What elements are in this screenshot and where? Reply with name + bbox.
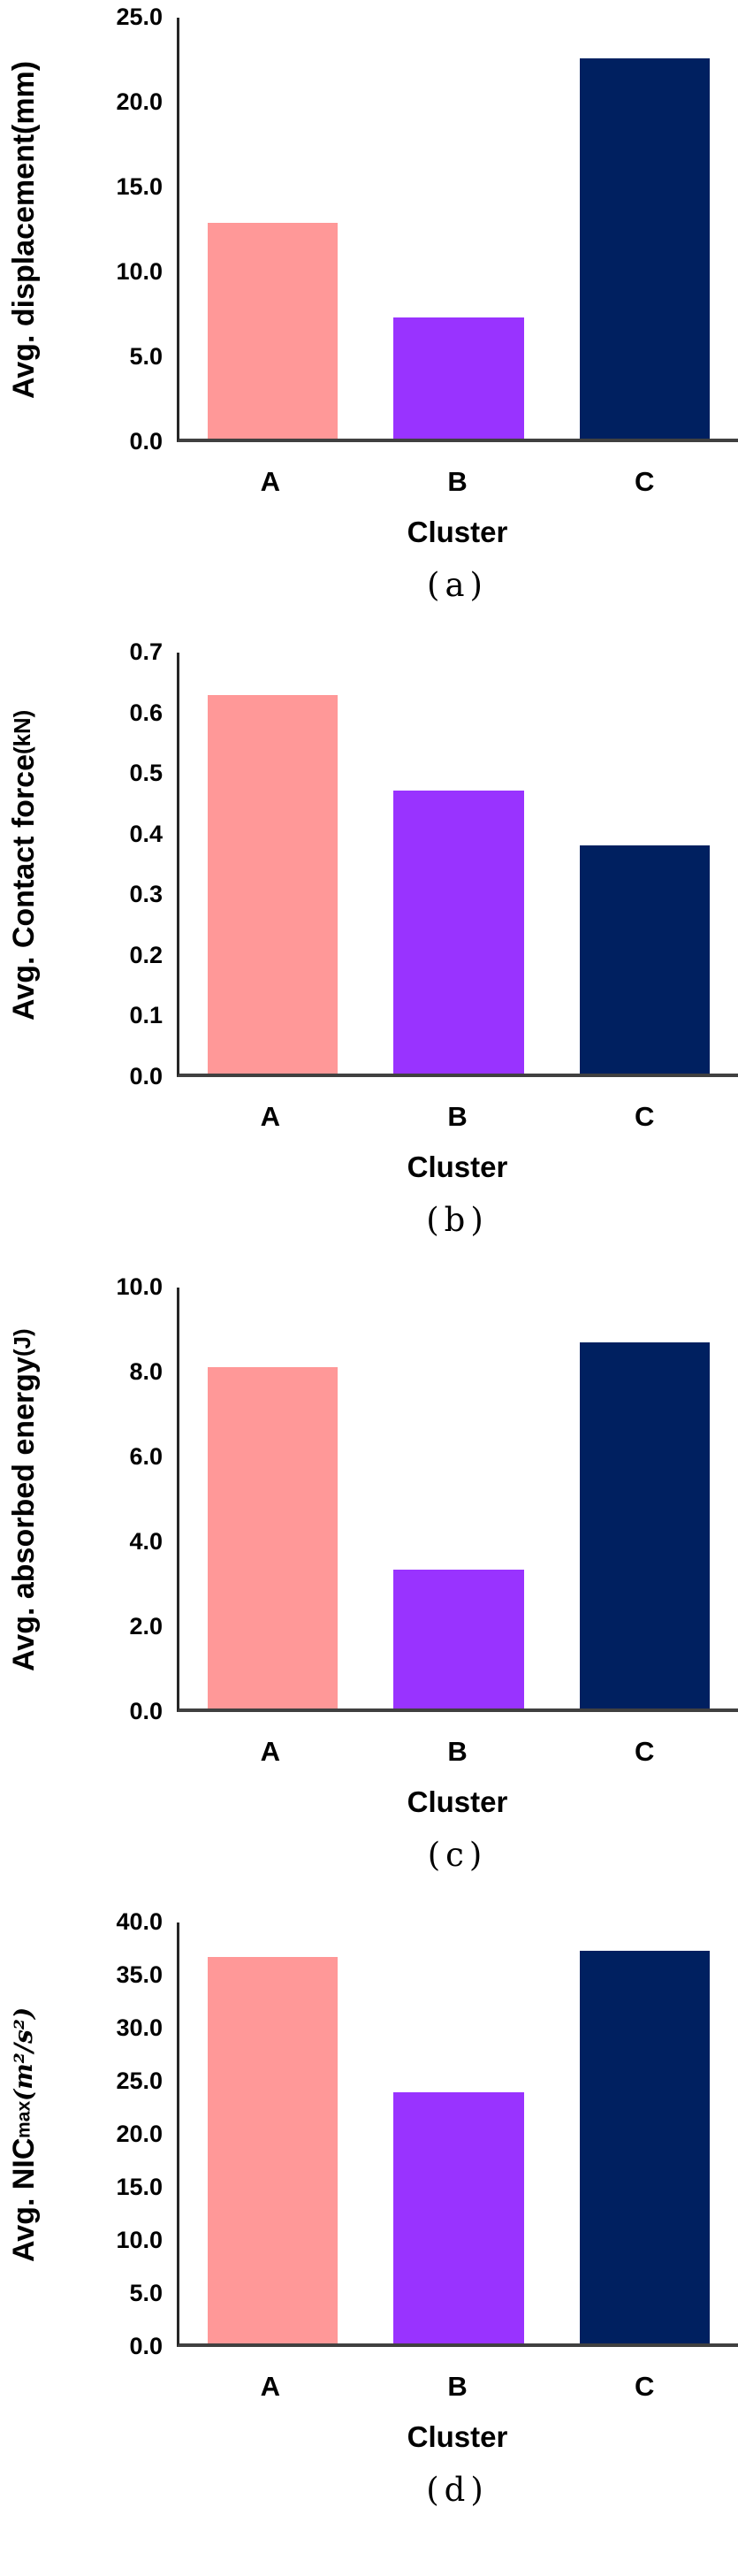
category-label-C: C [634, 1735, 655, 1767]
y-axis-title: Avg. NIC max (m²/s²) [0, 1922, 48, 2347]
x-axis-category-labels: A B C [177, 2368, 738, 2405]
bar-cluster-B [393, 791, 524, 1074]
y-tick-label: 0.4 [129, 820, 163, 847]
y-axis-title: Avg. absorbed energy (J) [0, 1288, 48, 1712]
bar-cluster-C [579, 845, 711, 1074]
y-axis-title-text: Avg. displacement [7, 134, 41, 400]
y-tick-label: 6.0 [129, 1442, 163, 1470]
y-tick-label: 40.0 [116, 1907, 163, 1935]
plot-area [177, 1287, 738, 1712]
y-tick-label: 25.0 [116, 2067, 163, 2094]
y-tick-label: 35.0 [116, 1961, 163, 1988]
y-axis-title-text: Avg. absorbed energy [7, 1356, 41, 1671]
chart-b-avg-contact-force: Avg. Contact force (kN) 0.7 0.6 0.5 0.4 0.3 0… [0, 635, 738, 1270]
y-tick-label: 10.0 [116, 2226, 163, 2253]
bar-cluster-B [393, 1569, 524, 1708]
y-axis-title-unit: (J) [11, 1328, 36, 1357]
x-axis-title: Cluster [407, 516, 508, 548]
y-tick-label: 20.0 [116, 2120, 163, 2147]
category-label-A: A [260, 2370, 281, 2402]
category-label-B: B [447, 2370, 468, 2402]
y-tick-label: 0.6 [129, 699, 163, 726]
bar-cluster-A [207, 694, 339, 1074]
bar-cluster-C [579, 1342, 711, 1708]
y-tick-label: 0.0 [129, 1062, 163, 1089]
y-tick-label: 4.0 [129, 1527, 163, 1555]
y-tick-label: 5.0 [129, 2279, 163, 2306]
category-label-A: A [260, 1100, 281, 1132]
chart-caption: (b) [426, 1200, 489, 1239]
bar-cluster-A [207, 223, 339, 439]
y-tick-label: 0.3 [129, 881, 163, 908]
y-axis-tick-labels: 25.0 20.0 15.0 10.0 5.0 0.0 [48, 4, 177, 453]
y-tick-label: 15.0 [116, 2173, 163, 2200]
chart-caption: (c) [427, 1835, 488, 1874]
category-label-C: C [634, 466, 655, 497]
y-axis-tick-labels: 0.7 0.6 0.5 0.4 0.3 0.2 0.1 0.0 [48, 639, 177, 1088]
y-axis-title: Avg. Contact force (kN) [0, 653, 48, 1077]
category-label-C: C [634, 1100, 655, 1132]
y-tick-label: 25.0 [116, 3, 163, 30]
y-tick-label: 0.0 [129, 1697, 163, 1724]
y-axis-title-subscript: max [13, 2100, 34, 2138]
y-tick-label: 10.0 [116, 1273, 163, 1300]
y-tick-label: 2.0 [129, 1612, 163, 1640]
y-tick-label: 10.0 [116, 257, 163, 285]
x-axis-category-labels: A B C [177, 463, 738, 501]
chart-a-avg-displacement: Avg. displacement (mm) 25.0 20.0 15.0 10.0 5… [0, 0, 738, 635]
x-axis-category-labels: A B C [177, 1733, 738, 1770]
x-axis-title: Cluster [407, 1785, 508, 1818]
y-tick-label: 0.2 [129, 941, 163, 968]
y-tick-label: 0.0 [129, 2332, 163, 2359]
y-tick-label: 0.0 [129, 427, 163, 455]
category-label-B: B [447, 1100, 468, 1132]
chart-caption: (d) [426, 2470, 489, 2509]
y-tick-label: 0.5 [129, 760, 163, 787]
bars-container [179, 653, 738, 1074]
bar-cluster-A [207, 1367, 339, 1708]
y-tick-label: 20.0 [116, 88, 163, 115]
category-label-A: A [260, 466, 281, 497]
y-axis-title-unit: (m²/s²) [9, 2007, 39, 2101]
y-axis-title-text: Avg. Contact force [7, 753, 41, 1020]
x-axis-title: Cluster [407, 1150, 508, 1183]
y-axis-title-text: Avg. NIC [7, 2137, 41, 2263]
bar-cluster-B [393, 317, 524, 439]
bar-cluster-C [579, 1951, 711, 2343]
chart-c-avg-absorbed-energy: Avg. absorbed energy (J) 10.0 8.0 6.0 4.0 2.0… [0, 1270, 738, 1905]
plot-area [177, 1922, 738, 2347]
y-tick-label: 0.1 [129, 1002, 163, 1029]
category-label-B: B [447, 1735, 468, 1767]
category-label-B: B [447, 466, 468, 497]
y-tick-label: 30.0 [116, 2014, 163, 2041]
x-axis-category-labels: A B C [177, 1098, 738, 1135]
y-tick-label: 0.7 [129, 638, 163, 665]
y-axis-title-unit: (mm) [7, 60, 41, 134]
y-axis-title-unit: (kN) [11, 709, 36, 754]
category-label-C: C [634, 2370, 655, 2402]
plot-area [177, 652, 738, 1077]
bars-container [179, 1288, 738, 1708]
y-axis-title: Avg. displacement (mm) [0, 18, 48, 442]
category-label-A: A [260, 1735, 281, 1767]
x-axis-title: Cluster [407, 2419, 508, 2453]
bars-container [179, 1922, 738, 2343]
y-axis-tick-labels: 10.0 8.0 6.0 4.0 2.0 0.0 [48, 1274, 177, 1723]
y-axis-tick-labels: 40.0 35.0 30.0 25.0 20.0 15.0 10.0 5.0 0.0 [48, 1909, 177, 2358]
y-tick-label: 8.0 [129, 1357, 163, 1385]
plot-area [177, 18, 738, 442]
bar-cluster-A [207, 1957, 339, 2343]
bar-cluster-C [579, 57, 711, 439]
y-tick-label: 5.0 [129, 342, 163, 370]
bars-container [179, 18, 738, 439]
chart-caption: (a) [427, 565, 488, 604]
bar-cluster-B [393, 2091, 524, 2343]
chart-d-avg-nicmax: Avg. NIC max (m²/s²) 40.0 35.0 30.0 25.0 20.0… [0, 1905, 738, 2540]
y-tick-label: 15.0 [116, 172, 163, 200]
